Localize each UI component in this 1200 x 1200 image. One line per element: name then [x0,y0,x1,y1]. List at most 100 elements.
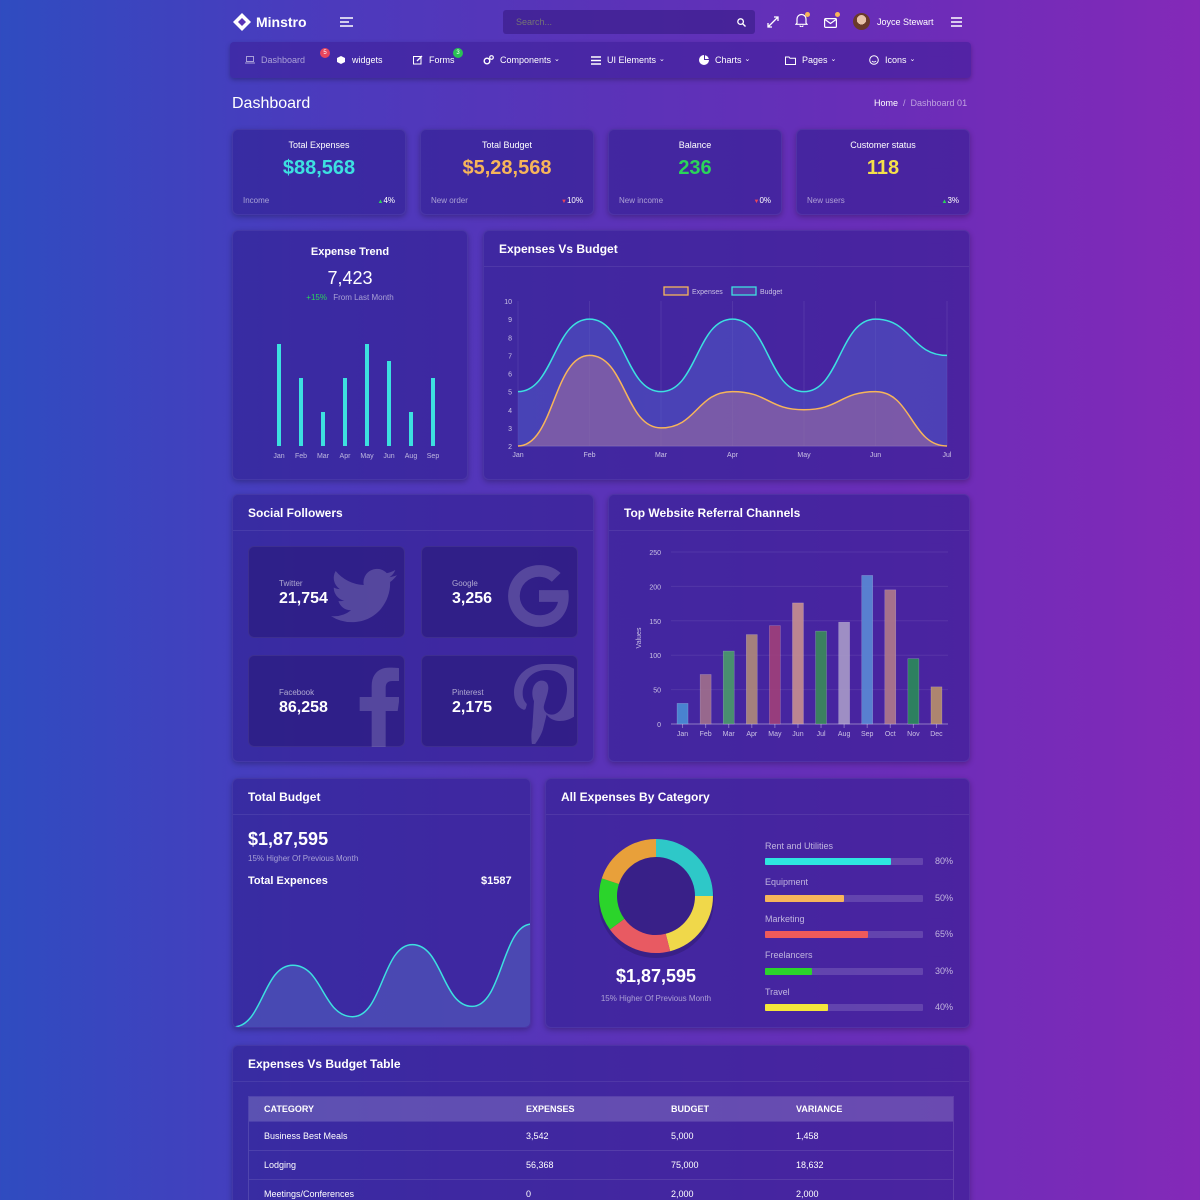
expences-value: $1587 [481,875,512,887]
nav-icons[interactable]: Icons ⌄ [869,42,915,78]
column-header: BUDGET [656,1097,781,1121]
y-tick-label: 3 [508,426,512,433]
expenses-budget-table-card: Expenses Vs Budget Table CATEGORY EXPENS… [232,1045,970,1200]
donut-slice [599,878,625,930]
x-tick-label: Feb [583,452,595,459]
cube-icon [337,56,345,64]
menu-toggle-icon[interactable] [340,17,353,27]
donut-slice [655,839,713,897]
budget-area [233,924,530,1027]
x-tick-label: Feb [700,731,712,738]
progress-fill [765,895,844,902]
referral-bar [815,630,827,725]
series-area [518,355,947,446]
budget-line [233,923,530,1027]
nav-dashboard[interactable]: Dashboard 5 [245,42,330,78]
trend-bar [321,412,325,446]
social-facebook[interactable]: Facebook 86,258 [248,655,405,747]
arrow-down-icon: ▼ [561,199,567,205]
category-donut-chart [598,839,714,958]
stat-change-value: 4% [383,196,395,205]
referral-channels-card: Top Website Referral Channels 0 50 100 150 2… [608,494,970,762]
x-tick-label: Jan [512,452,523,459]
nav-label: Pages [802,55,828,65]
table-cell: 75,000 [656,1149,781,1179]
referral-bar [676,703,689,725]
expenses-table: CATEGORY EXPENSES BUDGET VARIANCE Busine… [249,1097,953,1200]
stat-foot-label: New order [431,196,468,205]
messages-button[interactable] [824,12,840,29]
breadcrumb-current: Dashboard 01 [910,98,968,108]
y-tick-label: 5 [508,390,512,397]
legend-label: Budget [760,289,782,296]
nav-forms[interactable]: Forms 3 [413,42,463,78]
nav-label: Icons [885,55,907,65]
twitter-icon [331,568,397,623]
nav-widgets[interactable]: widgets [336,42,383,78]
trend-x-label: Jan [273,453,284,460]
stat-change: ▼0% [753,196,771,205]
social-value: 86,258 [279,699,328,716]
referral-bar [861,575,873,725]
card-title: Expenses Vs Budget [484,231,969,267]
progress-percent: 40% [935,1002,954,1012]
y-tick-label: 0 [657,722,661,729]
stat-card-total-budget: Total Budget $5,28,568 New order ▼10% [420,129,594,215]
stat-value: 236 [678,157,712,179]
nav-ui-elements[interactable]: UI Elements ⌄ [591,42,665,78]
series-line [517,354,948,447]
social-google[interactable]: Google 3,256 [421,546,578,638]
progress-fill [765,931,868,938]
social-twitter[interactable]: Twitter 21,754 [248,546,405,638]
bell-icon [794,13,809,28]
progress-fill [765,1004,829,1011]
x-tick-label: Dec [930,731,943,738]
notification-dot [805,12,810,17]
column-header: EXPENSES [511,1097,656,1121]
trend-bar [299,378,303,446]
brand-logo[interactable]: Minstro [232,12,307,32]
progress-label: Freelancers [765,950,813,960]
stat-foot-label: Income [243,196,270,205]
x-tick-label: Mar [723,731,736,738]
expense-trend-card: Expense Trend 7,423 +15% From Last Month… [232,230,468,480]
trend-x-label: Mar [317,453,330,460]
donut-slice [609,918,671,953]
trend-x-label: May [360,453,374,460]
nav-label: Components [500,55,552,65]
referral-bar [769,625,781,725]
stat-change-value: 10% [566,196,583,205]
google-icon [508,565,569,627]
trend-x-label: Aug [405,453,418,460]
stat-foot-label: New users [807,196,845,205]
fullscreen-icon[interactable] [767,16,779,28]
edit-icon [413,55,423,65]
social-value: 2,175 [452,699,493,716]
search-box[interactable] [503,10,755,34]
notifications-button[interactable] [794,12,810,29]
user-profile[interactable]: Joyce Stewart [853,13,934,30]
expenses-vs-budget-chart: 2 3 4 5 6 7 8 9 10 Jan Feb Mar Apr May Jun Jul Expenses B… [504,286,952,459]
progress-label: Equipment [765,877,809,887]
nav-charts[interactable]: Charts ⌄ [699,42,750,78]
social-value: 3,256 [452,590,493,607]
referral-bar [722,650,735,725]
nav-pages[interactable]: Pages ⌄ [785,42,836,78]
logo-icon [233,13,251,31]
referral-chart: 0 50 100 150 200 250 Values Jan Feb Mar Apr May Jun J… [636,550,948,738]
social-pinterest[interactable]: Pinterest 2,175 [421,655,578,747]
progress-label: Rent and Utilities [765,841,834,851]
referral-bar [838,621,850,725]
search-icon[interactable] [737,18,746,27]
breadcrumb-home[interactable]: Home [874,98,899,108]
table-cell: 2,000 [781,1178,953,1200]
nav-components[interactable]: Components ⌄ [483,42,560,78]
x-tick-label: Jan [677,731,688,738]
more-menu-icon[interactable] [951,17,962,27]
stat-value: $88,568 [282,157,356,179]
table-cell: 56,368 [511,1149,656,1179]
search-input[interactable] [503,10,728,34]
table-cell: 2,000 [656,1178,781,1200]
nav-label: Forms [429,55,455,65]
table-cell: 1,458 [781,1120,953,1150]
